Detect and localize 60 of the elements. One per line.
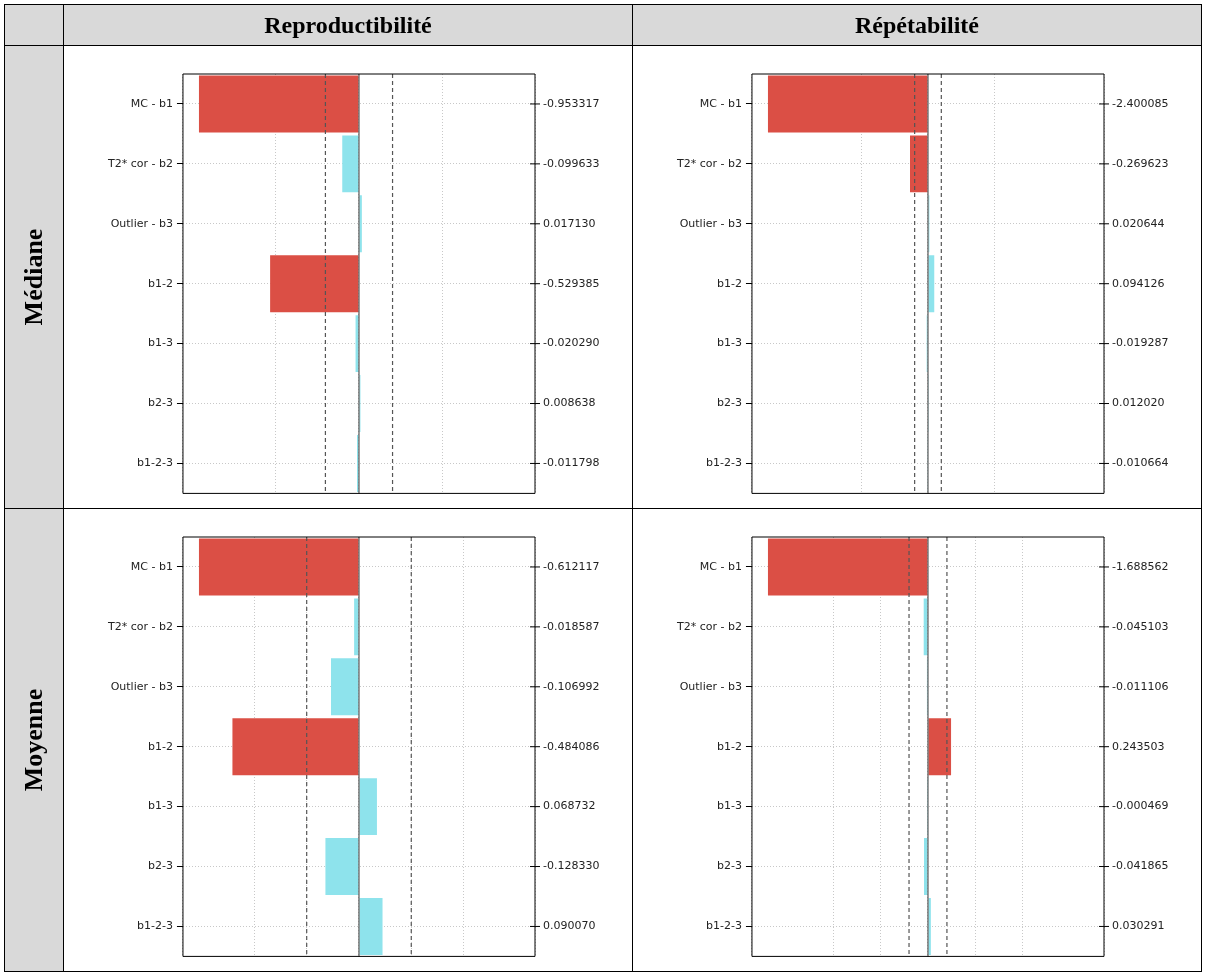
y-tick-label: b1-2 <box>717 739 742 753</box>
data-label: -0.612117 <box>543 559 600 573</box>
data-label: -0.128330 <box>543 859 600 873</box>
chart-title: Répétabilité <box>632 4 1202 46</box>
y-tick-label: b1-2-3 <box>706 456 742 470</box>
y-tick-label: T2* cor - b2 <box>675 619 742 633</box>
data-label: -2.400085 <box>1112 96 1169 110</box>
data-label: 0.030291 <box>1112 919 1165 933</box>
y-tick-label: b1-3 <box>148 336 173 350</box>
data-label: -0.099633 <box>543 156 600 170</box>
y-tick-label: MC - b1 <box>699 559 742 573</box>
data-label: -0.106992 <box>543 679 600 693</box>
y-tick-label: b2-3 <box>717 396 742 410</box>
data-label: 0.012020 <box>1112 396 1165 410</box>
data-label: 0.090070 <box>543 919 596 933</box>
y-tick-label: MC - b1 <box>699 96 742 110</box>
y-tick-label: T2* cor - b2 <box>106 619 173 633</box>
data-label: -0.010664 <box>1112 456 1169 470</box>
y-tick-label: b1-2-3 <box>137 456 173 470</box>
y-tick-label: Outlier - b3 <box>110 216 173 230</box>
y-tick-label: b1-2-3 <box>137 919 173 933</box>
data-label: 0.020644 <box>1112 216 1165 230</box>
y-tick-label: b1-3 <box>148 799 173 813</box>
data-label: -0.269623 <box>1112 156 1169 170</box>
data-label: 0.243503 <box>1112 739 1165 753</box>
y-axis-title: Moyenne <box>19 688 49 792</box>
data-label: -0.045103 <box>1112 619 1169 633</box>
y-tick-label: b1-2 <box>148 739 173 753</box>
data-label: -0.020290 <box>543 336 600 350</box>
y-tick-label: Outlier - b3 <box>110 679 173 693</box>
y-tick-label: b2-3 <box>717 859 742 873</box>
data-label: -0.953317 <box>543 96 600 110</box>
y-tick-label: b1-3 <box>717 799 742 813</box>
y-tick-label: MC - b1 <box>130 96 173 110</box>
chart-title: Reproductibilité <box>63 4 633 46</box>
y-axis-title: Médiane <box>19 228 49 326</box>
y-tick-label: b2-3 <box>148 859 173 873</box>
data-label: 0.068732 <box>543 799 596 813</box>
y-tick-label: b1-2-3 <box>706 919 742 933</box>
data-label: -0.041865 <box>1112 859 1169 873</box>
y-tick-label: T2* cor - b2 <box>675 156 742 170</box>
y-tick-label: Outlier - b3 <box>679 216 742 230</box>
data-label: -0.000469 <box>1112 799 1169 813</box>
y-tick-label: b1-2 <box>717 276 742 290</box>
y-tick-label: b1-3 <box>717 336 742 350</box>
data-label: 0.094126 <box>1112 276 1165 290</box>
y-tick-label: Outlier - b3 <box>679 679 742 693</box>
data-label: -1.688562 <box>1112 559 1169 573</box>
data-label: -0.018587 <box>543 619 600 633</box>
data-label: -0.011798 <box>543 456 600 470</box>
data-label: -0.484086 <box>543 739 600 753</box>
y-tick-label: T2* cor - b2 <box>106 156 173 170</box>
y-tick-label: b1-2 <box>148 276 173 290</box>
data-label: -0.019287 <box>1112 336 1169 350</box>
data-label: 0.008638 <box>543 396 596 410</box>
y-tick-label: b2-3 <box>148 396 173 410</box>
y-tick-label: MC - b1 <box>130 559 173 573</box>
data-label: -0.529385 <box>543 276 600 290</box>
data-label: -0.011106 <box>1112 679 1169 693</box>
data-label: 0.017130 <box>543 216 596 230</box>
